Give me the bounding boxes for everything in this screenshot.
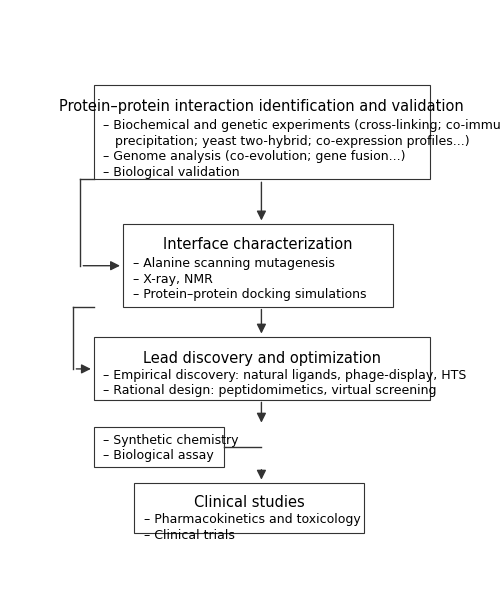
Text: Protein–protein interaction identification and validation: Protein–protein interaction identificati… bbox=[59, 99, 464, 114]
Text: – X-ray, NMR: – X-ray, NMR bbox=[132, 273, 212, 286]
Bar bbox=[134, 483, 364, 533]
Bar bbox=[94, 85, 429, 179]
Text: – Protein–protein docking simulations: – Protein–protein docking simulations bbox=[132, 288, 366, 301]
Text: Interface characterization: Interface characterization bbox=[163, 237, 353, 252]
Text: – Clinical trials: – Clinical trials bbox=[144, 529, 235, 542]
Text: Clinical studies: Clinical studies bbox=[193, 495, 305, 510]
Text: – Synthetic chemistry: – Synthetic chemistry bbox=[103, 434, 239, 447]
Bar bbox=[123, 224, 393, 307]
Text: precipitation; yeast two-hybrid; co-expression profiles...): precipitation; yeast two-hybrid; co-expr… bbox=[103, 135, 470, 147]
Text: – Biological assay: – Biological assay bbox=[103, 449, 214, 463]
Text: – Biological validation: – Biological validation bbox=[103, 166, 240, 179]
Text: – Empirical discovery: natural ligands, phage-display, HTS: – Empirical discovery: natural ligands, … bbox=[103, 369, 467, 382]
Bar bbox=[94, 427, 224, 467]
Text: Lead discovery and optimization: Lead discovery and optimization bbox=[143, 351, 381, 365]
Text: – Rational design: peptidomimetics, virtual screening: – Rational design: peptidomimetics, virt… bbox=[103, 384, 437, 397]
Text: – Biochemical and genetic experiments (cross-linking; co-immuno-: – Biochemical and genetic experiments (c… bbox=[103, 119, 501, 132]
Text: – Pharmacokinetics and toxicology: – Pharmacokinetics and toxicology bbox=[144, 513, 361, 526]
Bar bbox=[94, 337, 429, 400]
Text: – Alanine scanning mutagenesis: – Alanine scanning mutagenesis bbox=[132, 257, 334, 270]
Text: – Genome analysis (co-evolution; gene fusion...): – Genome analysis (co-evolution; gene fu… bbox=[103, 150, 406, 163]
